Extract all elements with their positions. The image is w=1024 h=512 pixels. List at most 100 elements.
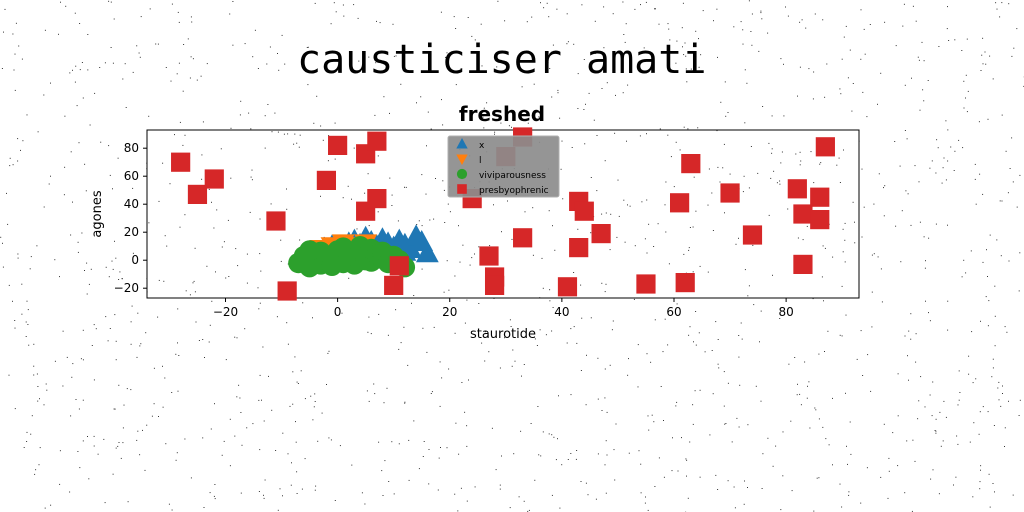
noise-dot	[987, 118, 989, 120]
noise-dot	[556, 8, 558, 10]
noise-dot	[856, 358, 858, 360]
noise-dot	[104, 62, 106, 64]
noise-dot	[947, 329, 949, 331]
noise-dot	[157, 316, 159, 318]
noise-dot	[175, 353, 177, 355]
noise-dot	[509, 507, 511, 509]
noise-dot	[839, 483, 841, 485]
noise-dot	[115, 257, 117, 259]
noise-dot	[583, 59, 585, 60]
noise-dot	[985, 296, 987, 298]
noise-dot	[999, 200, 1001, 202]
noise-dot	[698, 66, 700, 68]
noise-dot	[411, 302, 412, 304]
noise-dot	[94, 226, 96, 228]
noise-dot	[480, 23, 482, 25]
point-presbyophrenic-20	[557, 277, 578, 297]
noise-dot	[613, 449, 615, 451]
point-presbyophrenic-31	[787, 179, 807, 199]
noise-dot	[214, 403, 215, 405]
noise-dot	[9, 165, 11, 167]
x-axis: −20 0 20 40 60 80	[213, 298, 794, 319]
noise-dot	[1004, 427, 1006, 429]
noise-dot	[692, 271, 694, 273]
noise-dot	[841, 58, 843, 60]
noise-dot	[845, 392, 846, 394]
noise-dot	[911, 510, 913, 512]
noise-dot	[742, 191, 744, 193]
noise-dot	[80, 358, 82, 360]
noise-dot	[229, 13, 231, 15]
noise-dot	[430, 128, 432, 130]
noise-dot	[246, 253, 248, 255]
noise-dot	[443, 189, 445, 191]
noise-dot	[634, 245, 636, 247]
noise-dot	[321, 412, 323, 414]
legend-marker-x	[456, 138, 468, 149]
noise-dot	[539, 329, 541, 331]
noise-dot	[175, 459, 177, 461]
noise-dot	[258, 308, 260, 310]
noise-dot	[719, 181, 721, 183]
noise-dot	[939, 411, 941, 413]
noise-dot	[304, 458, 306, 460]
noise-dot	[675, 141, 677, 143]
noise-dot	[130, 343, 132, 345]
noise-dot	[989, 234, 991, 236]
noise-dot	[153, 403, 155, 405]
noise-dot	[171, 392, 173, 393]
noise-dot	[194, 247, 196, 249]
noise-dot	[144, 469, 146, 471]
noise-dot	[863, 28, 865, 30]
noise-dot	[241, 444, 243, 446]
noise-dot	[1008, 260, 1010, 262]
noise-dot	[320, 125, 322, 127]
noise-dot	[907, 193, 909, 195]
noise-dot	[664, 204, 666, 206]
noise-dot	[604, 397, 606, 399]
noise-dot	[271, 131, 273, 133]
noise-dot	[386, 387, 388, 389]
noise-dot	[900, 261, 902, 263]
noise-dot	[994, 491, 995, 493]
noise-dot	[780, 509, 782, 511]
noise-dot	[454, 275, 456, 277]
noise-dot	[62, 330, 64, 332]
noise-dot	[796, 394, 798, 396]
noise-dot	[549, 68, 551, 69]
noise-dot	[776, 182, 778, 184]
noise-dot	[832, 464, 833, 466]
noise-dot	[921, 41, 923, 43]
noise-dot	[252, 56, 254, 58]
noise-dot	[296, 493, 298, 494]
noise-dot	[132, 71, 134, 73]
noise-dot	[935, 432, 937, 434]
noise-dot	[322, 139, 324, 141]
noise-dot	[847, 463, 848, 465]
noise-dot	[30, 433, 32, 435]
noise-dot	[986, 249, 987, 251]
noise-dot	[182, 144, 184, 146]
noise-dot	[712, 393, 714, 395]
noise-dot	[878, 173, 880, 175]
noise-dot	[426, 351, 428, 353]
noise-dot	[707, 271, 709, 273]
point-presbyophrenic-1	[187, 184, 208, 204]
noise-dot	[289, 405, 291, 407]
noise-dot	[464, 322, 466, 324]
noise-dot	[132, 187, 134, 189]
noise-dot	[17, 257, 19, 259]
noise-dot	[193, 280, 195, 282]
noise-dot	[442, 180, 444, 182]
noise-dot	[21, 58, 23, 60]
noise-dot	[63, 194, 65, 196]
noise-dot	[103, 438, 105, 440]
noise-dot	[279, 488, 281, 490]
noise-dot	[378, 313, 380, 315]
noise-dot	[422, 456, 424, 457]
noise-dot	[126, 388, 128, 390]
noise-dot	[299, 239, 301, 241]
noise-dot	[683, 253, 685, 255]
noise-dot	[202, 339, 204, 340]
noise-dot	[968, 355, 970, 357]
